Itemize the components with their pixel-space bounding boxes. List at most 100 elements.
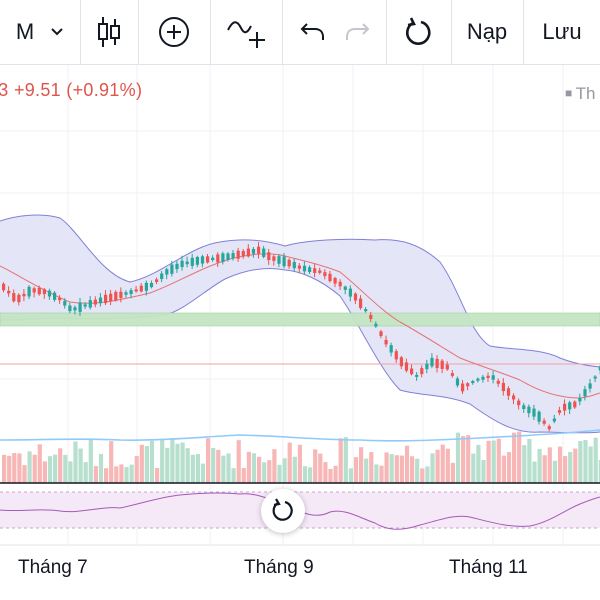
volume-bar (211, 447, 216, 483)
volume-bar (313, 449, 318, 483)
candle (318, 270, 322, 273)
candle (588, 383, 592, 389)
top-toolbar: M (0, 0, 600, 65)
volume-bar (78, 448, 83, 483)
candle (348, 288, 352, 297)
volume-bar (206, 438, 211, 483)
candle (231, 253, 235, 259)
candle (486, 375, 490, 379)
volume-bar (471, 453, 476, 483)
volume-bar (93, 466, 98, 483)
indicators-button[interactable] (139, 0, 209, 64)
volume-bar (53, 454, 58, 483)
chart-area[interactable] (0, 65, 600, 600)
volume-bar (195, 454, 200, 483)
volume-bar (394, 455, 399, 483)
volume-bar (155, 468, 160, 483)
volume-bar (425, 466, 430, 483)
volume-bar (104, 468, 109, 483)
candle (165, 269, 169, 275)
candle (522, 405, 526, 410)
candle (583, 389, 587, 397)
volume-bar (221, 455, 226, 483)
candle (394, 351, 398, 360)
candle (308, 267, 312, 272)
undo-button[interactable] (289, 0, 337, 64)
candle (557, 410, 562, 413)
candle (313, 268, 317, 274)
candle (155, 279, 159, 282)
candle (573, 401, 577, 408)
interval-label: M (15, 19, 35, 44)
volume-bar (308, 467, 313, 483)
candle (7, 290, 11, 294)
redo-button[interactable] (333, 0, 381, 64)
candle (68, 305, 72, 312)
candle (552, 418, 556, 422)
volume-bar (364, 458, 369, 483)
volume-bar (328, 468, 333, 483)
volume-bar (180, 442, 185, 483)
candle (42, 289, 46, 295)
reset-icon (406, 17, 431, 45)
volume-bar (323, 462, 328, 483)
reset-scale-button[interactable] (261, 489, 305, 533)
candle (211, 257, 215, 261)
compare-button[interactable] (211, 0, 281, 64)
volume-bar (129, 464, 134, 483)
candle (369, 314, 373, 319)
volume-bar (185, 448, 190, 483)
chart-type-button[interactable] (81, 0, 137, 64)
volume-bar (379, 465, 384, 483)
legend-label-truncated: ■ Th (565, 84, 596, 103)
volume-bar (216, 449, 221, 483)
candle (251, 248, 256, 254)
candle (109, 293, 113, 302)
candle (527, 406, 531, 414)
volume-bar (491, 440, 496, 483)
volume-bar (109, 441, 114, 483)
volume-bar (399, 455, 404, 483)
save-button[interactable]: Lưu (524, 0, 600, 64)
support-zone (0, 312, 600, 327)
candle (236, 250, 240, 259)
candle (430, 357, 434, 367)
candle (491, 375, 495, 380)
change-value: +9.51 (13, 80, 61, 100)
reset-chart-button[interactable] (387, 0, 451, 64)
volume-bar (170, 438, 175, 483)
candle (22, 293, 26, 297)
volume-bar (512, 432, 517, 483)
volume-bar (578, 441, 583, 483)
candle (83, 304, 87, 307)
candle (246, 248, 250, 257)
candle (139, 285, 143, 292)
volume-bar (455, 432, 461, 483)
load-button[interactable]: Nạp (452, 0, 522, 64)
interval-selector[interactable]: M (0, 0, 80, 64)
volume-bar (160, 440, 165, 483)
candle (282, 256, 286, 267)
volume-bar (2, 454, 7, 483)
volume-bar (343, 437, 348, 483)
volume-bar (47, 456, 53, 483)
candle (537, 411, 541, 422)
volume-bar (124, 466, 129, 483)
volume-bar (338, 438, 343, 483)
candle (471, 380, 475, 384)
candle (124, 292, 128, 295)
volume-bar (200, 463, 206, 483)
volume-bar (404, 445, 410, 483)
candle (180, 260, 184, 268)
volume-bar (190, 454, 195, 483)
volume-bar (476, 444, 481, 483)
candle (272, 256, 276, 261)
volume-bar (506, 452, 512, 483)
candle (114, 291, 118, 301)
candle (410, 368, 414, 375)
x-axis-label-july: Tháng 7 (18, 557, 88, 578)
volume-bar (348, 468, 353, 483)
price-chart[interactable] (0, 65, 600, 600)
volume-bar (430, 453, 435, 483)
candle (88, 300, 92, 308)
